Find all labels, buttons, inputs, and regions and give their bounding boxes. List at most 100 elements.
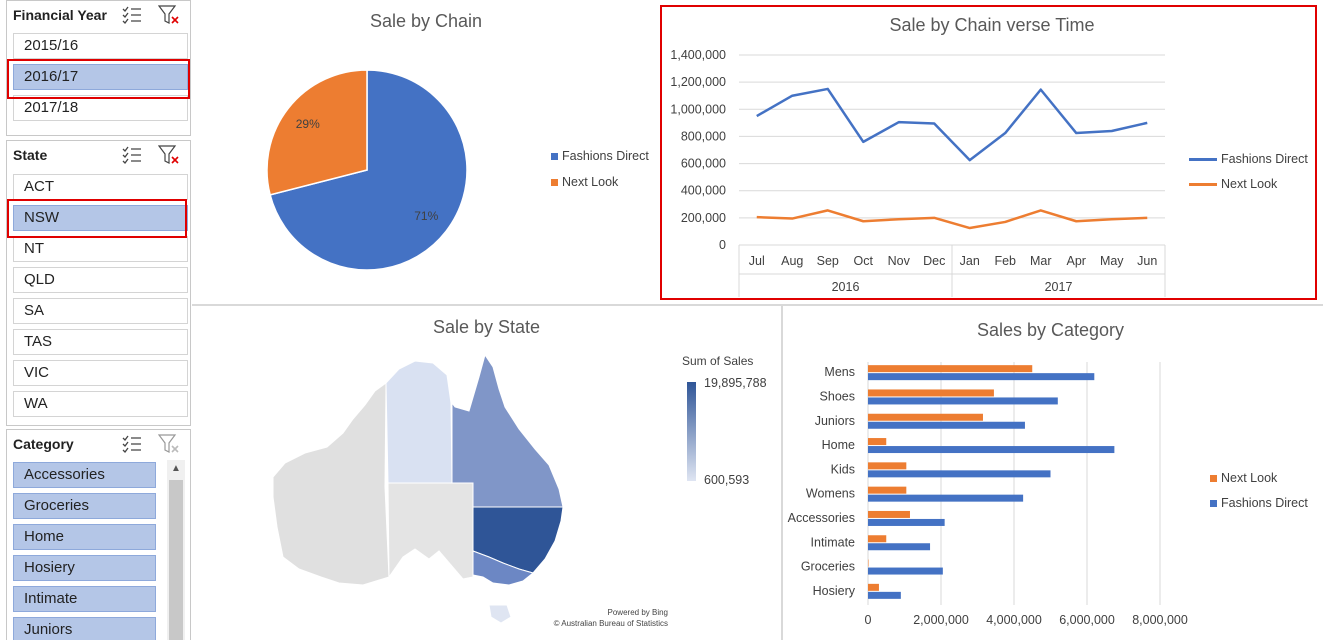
divider <box>781 306 783 640</box>
bar-fashions-direct-intimate <box>868 543 931 551</box>
bar-fashions-direct-shoes <box>868 397 1058 405</box>
x-tick-label: Sep <box>817 254 839 268</box>
slicer-header: State <box>7 141 190 169</box>
x-tick-label: 8,000,000 <box>1132 613 1188 627</box>
bar-fashions-direct-home <box>868 446 1115 454</box>
legend-label: Next Look <box>1221 471 1278 485</box>
pie-data-label: 29% <box>296 117 320 131</box>
chart-sale-by-state[interactable]: Sale by State Powered by Bing © Australi… <box>193 307 780 640</box>
multi-select-icon[interactable] <box>122 6 142 24</box>
map-credit-abs: © Australian Bureau of Statistics <box>554 619 668 628</box>
y-tick-label: Womens <box>806 487 855 501</box>
y-tick-label: 400,000 <box>681 184 726 198</box>
slicer-item-tas[interactable]: TAS <box>13 329 188 355</box>
legend-item-next-look: Next Look <box>551 175 618 189</box>
series-line-fashions-direct <box>756 87 1148 162</box>
slicer-item-intimate[interactable]: Intimate <box>13 586 156 612</box>
multi-select-icon[interactable] <box>122 435 142 453</box>
slicer-title: Financial Year <box>13 7 107 23</box>
slicer-item-2017-18[interactable]: 2017/18 <box>13 95 188 121</box>
chart-sale-by-chain[interactable]: Sale by Chain 71% 29% Fashions Direct Nex… <box>195 0 657 300</box>
chart-sales-by-category[interactable]: Sales by Category 0 2,000,000 4,000,000 6,0… <box>783 307 1323 640</box>
y-tick-label: Groceries <box>801 560 855 574</box>
x-tick-label: 2,000,000 <box>913 613 969 627</box>
slicer-item-vic[interactable]: VIC <box>13 360 188 386</box>
x-tick-label: Apr <box>1067 254 1086 268</box>
slicer-item-qld[interactable]: QLD <box>13 267 188 293</box>
clear-filter-icon[interactable] <box>158 145 180 165</box>
slicer-item-hosiery[interactable]: Hosiery <box>13 555 156 581</box>
slicer-item-2015-16[interactable]: 2015/16 <box>13 33 188 59</box>
chart-title: Sale by Chain <box>369 11 483 31</box>
x-tick-label: Dec <box>923 254 945 268</box>
scroll-thumb[interactable] <box>169 480 183 640</box>
slicer-item-wa[interactable]: WA <box>13 391 188 417</box>
y-tick-label: Juniors <box>815 414 855 428</box>
x-tick-label: Aug <box>781 254 803 268</box>
slicer-item-nsw[interactable]: NSW <box>13 205 188 231</box>
slicer-item-home[interactable]: Home <box>13 524 156 550</box>
bar-next-look-groceries <box>868 559 869 567</box>
x-tick-label: Nov <box>888 254 911 268</box>
bar-next-look-womens <box>868 486 907 494</box>
legend-marker <box>1189 183 1217 187</box>
bar-fashions-direct-accessories <box>868 518 945 526</box>
y-tick-label: 200,000 <box>681 211 726 225</box>
slicer-header: Category <box>7 430 190 458</box>
slicer-item-2016-17[interactable]: 2016/17 <box>13 64 188 90</box>
scroll-up-icon[interactable]: ▲ <box>171 463 181 474</box>
legend-marker <box>1189 158 1217 162</box>
bar-next-look-intimate <box>868 535 887 543</box>
color-scale-title: Sum of Sales <box>682 354 754 368</box>
legend-marker <box>551 179 558 187</box>
bar-fashions-direct-mens <box>868 373 1095 381</box>
slicer-item-nt[interactable]: NT <box>13 236 188 262</box>
state-tas <box>488 604 512 624</box>
pie-data-label: 71% <box>414 209 438 223</box>
color-scale-min: 600,593 <box>704 473 750 487</box>
slicer-category: Category Accessories Groceries Home Hosiery… <box>6 429 191 640</box>
map-credit-bing: Powered by Bing <box>608 608 668 617</box>
slicer-header: Financial Year <box>7 1 190 29</box>
x-tick-label: Jul <box>749 254 765 268</box>
y-tick-label: 1,200,000 <box>670 75 726 89</box>
x-tick-label: 0 <box>865 613 872 627</box>
slicer-item-juniors[interactable]: Juniors <box>13 617 156 640</box>
state-vic <box>472 550 535 586</box>
slicer-title: State <box>13 147 48 163</box>
slicer-item-sa[interactable]: SA <box>13 298 188 324</box>
slicer-item-act[interactable]: ACT <box>13 174 188 200</box>
y-tick-label: 800,000 <box>681 129 726 143</box>
chart-sale-by-chain-over-time[interactable]: Sale by Chain verse Time 0 200,000 400,000… <box>660 5 1317 300</box>
slicer-item-accessories[interactable]: Accessories <box>13 462 156 488</box>
series-line-next-look <box>756 209 1148 230</box>
y-tick-label: Hosiery <box>813 584 856 598</box>
y-tick-label: Shoes <box>820 389 855 403</box>
y-tick-label: 600,000 <box>681 157 726 171</box>
legend-label: Fashions Direct <box>562 149 649 163</box>
clear-filter-icon[interactable] <box>158 434 180 454</box>
chart-title: Sale by Chain verse Time <box>889 15 1095 35</box>
y-tick-label: Accessories <box>788 511 855 525</box>
legend-item-next-look: Next Look <box>1189 177 1277 191</box>
chart-title: Sale by State <box>432 317 541 337</box>
x-tick-label: Oct <box>854 254 874 268</box>
x-tick-label: Jun <box>1137 254 1157 268</box>
color-scale-max: 19,895,788 <box>704 376 767 390</box>
scrollbar[interactable]: ▲ <box>167 460 185 640</box>
x-tick-label: May <box>1100 254 1124 268</box>
legend-item-fashions-direct: Fashions Direct <box>1189 152 1308 166</box>
pie-chart: 71% 29% <box>266 69 468 271</box>
slicer-item-groceries[interactable]: Groceries <box>13 493 156 519</box>
legend-label: Next Look <box>1221 177 1278 191</box>
clear-filter-icon[interactable] <box>158 5 180 25</box>
slicer-state: State ACT NSW NT QLD SA TAS VIC WA <box>6 140 191 426</box>
y-tick-label: Intimate <box>811 535 856 549</box>
x-tick-label: Mar <box>1030 254 1052 268</box>
legend-marker <box>551 153 558 161</box>
multi-select-icon[interactable] <box>122 146 142 164</box>
legend-label: Fashions Direct <box>1221 152 1308 166</box>
bar-fashions-direct-kids <box>868 470 1051 478</box>
state-wa <box>272 382 390 586</box>
